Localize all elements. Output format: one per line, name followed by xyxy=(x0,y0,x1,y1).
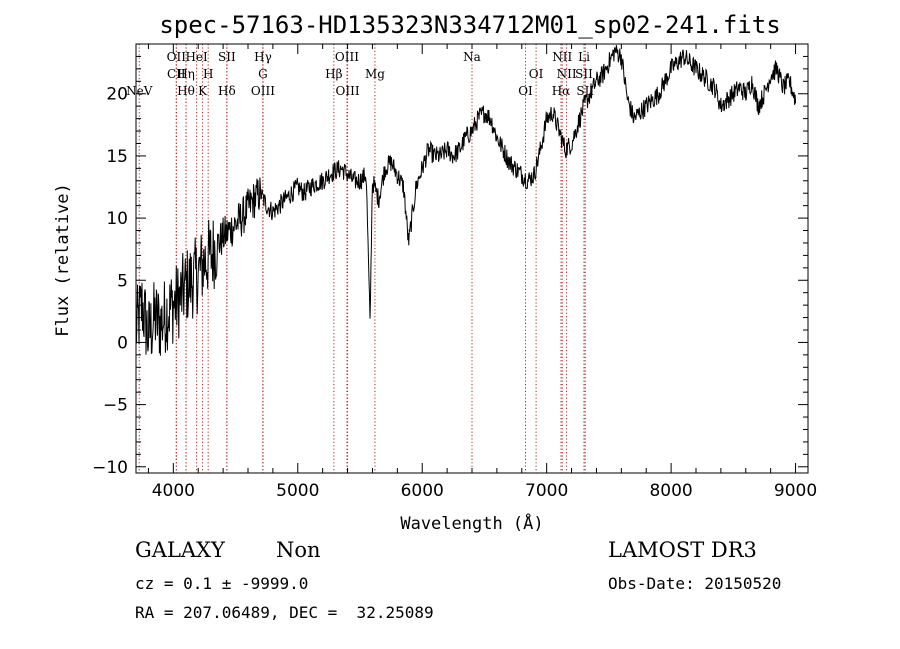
y-tick-label: 0 xyxy=(117,333,128,353)
y-axis-label: Flux (relative) xyxy=(53,183,73,337)
spectral-line-label: Mg xyxy=(365,67,385,81)
spectral-line-label: OII xyxy=(167,50,187,64)
spectral-line-label: OIII xyxy=(336,84,360,98)
spectral-line-label: Hθ xyxy=(177,84,195,98)
chart-title: spec-57163-HD135323N334712M01_sp02-241.f… xyxy=(159,11,780,39)
spectral-line-label: Hδ xyxy=(218,84,236,98)
spectral-line-label: HeI xyxy=(185,50,208,64)
spectral-line-label: Hγ xyxy=(254,50,272,64)
axis-ticks xyxy=(136,43,808,473)
spectral-line-label: Na xyxy=(463,50,481,64)
spectral-line-label: NeV xyxy=(126,84,153,98)
object-subclass: Non xyxy=(276,538,321,562)
spectral-line-label: NII xyxy=(552,50,572,64)
x-axis-label: Wavelength (Å) xyxy=(400,512,543,534)
plot-frame xyxy=(135,43,809,474)
x-tick-label: 7000 xyxy=(525,481,568,501)
y-tick-label: −10 xyxy=(92,458,128,478)
observation-date: Obs-Date: 20150520 xyxy=(608,574,782,593)
x-tick-label: 9000 xyxy=(774,481,817,501)
y-tick-label: 5 xyxy=(117,271,128,291)
x-tick-label: 8000 xyxy=(649,481,692,501)
spectral-line-label: OIII xyxy=(251,84,275,98)
y-tick-label: −5 xyxy=(103,396,128,416)
spectral-line-labels: NeV OII CII Hθ Hη HeI KH SII Hδ Hγ G OIII Hβ OIII OIII… xyxy=(126,50,594,98)
x-tick-label: 4000 xyxy=(152,481,195,501)
spectrum-line xyxy=(135,45,797,356)
x-tick-label: 5000 xyxy=(276,481,319,501)
spectral-line-label: G xyxy=(258,67,268,81)
survey-name: LAMOST DR3 xyxy=(608,538,757,562)
coordinates-readout: RA = 207.06489, DEC = 32.25089 xyxy=(135,603,434,622)
redshift-readout: cz = 0.1 ± -9999.0 xyxy=(135,574,309,593)
spectral-line-label: Hα xyxy=(552,84,571,98)
tick-labels: 4000 5000 6000 7000 8000 9000 −10 −5 0 5 10 15 20 xyxy=(92,85,817,501)
spectral-line-label: H xyxy=(203,67,213,81)
spectral-line-label: CII xyxy=(167,67,186,81)
spectral-line-label: SII xyxy=(218,50,236,64)
spectral-line-label: OI xyxy=(518,84,533,98)
spectral-line-markers xyxy=(138,44,586,473)
y-tick-label: 15 xyxy=(106,147,128,167)
y-tick-label: 20 xyxy=(106,85,128,105)
spectral-line-label: OIII xyxy=(335,50,359,64)
spectral-line-label: K xyxy=(198,84,208,98)
x-tick-label: 6000 xyxy=(401,481,444,501)
spectral-line-label: Li xyxy=(578,50,590,64)
object-class: GALAXY xyxy=(135,538,225,562)
y-tick-label: 10 xyxy=(106,209,128,229)
spectral-line-label: Hβ xyxy=(325,67,342,81)
spectral-line-label: SII xyxy=(575,67,593,81)
spectral-line-label: NII xyxy=(557,67,577,81)
spectral-line-label: OI xyxy=(529,67,544,81)
spectral-line-label: Hη xyxy=(177,67,195,81)
